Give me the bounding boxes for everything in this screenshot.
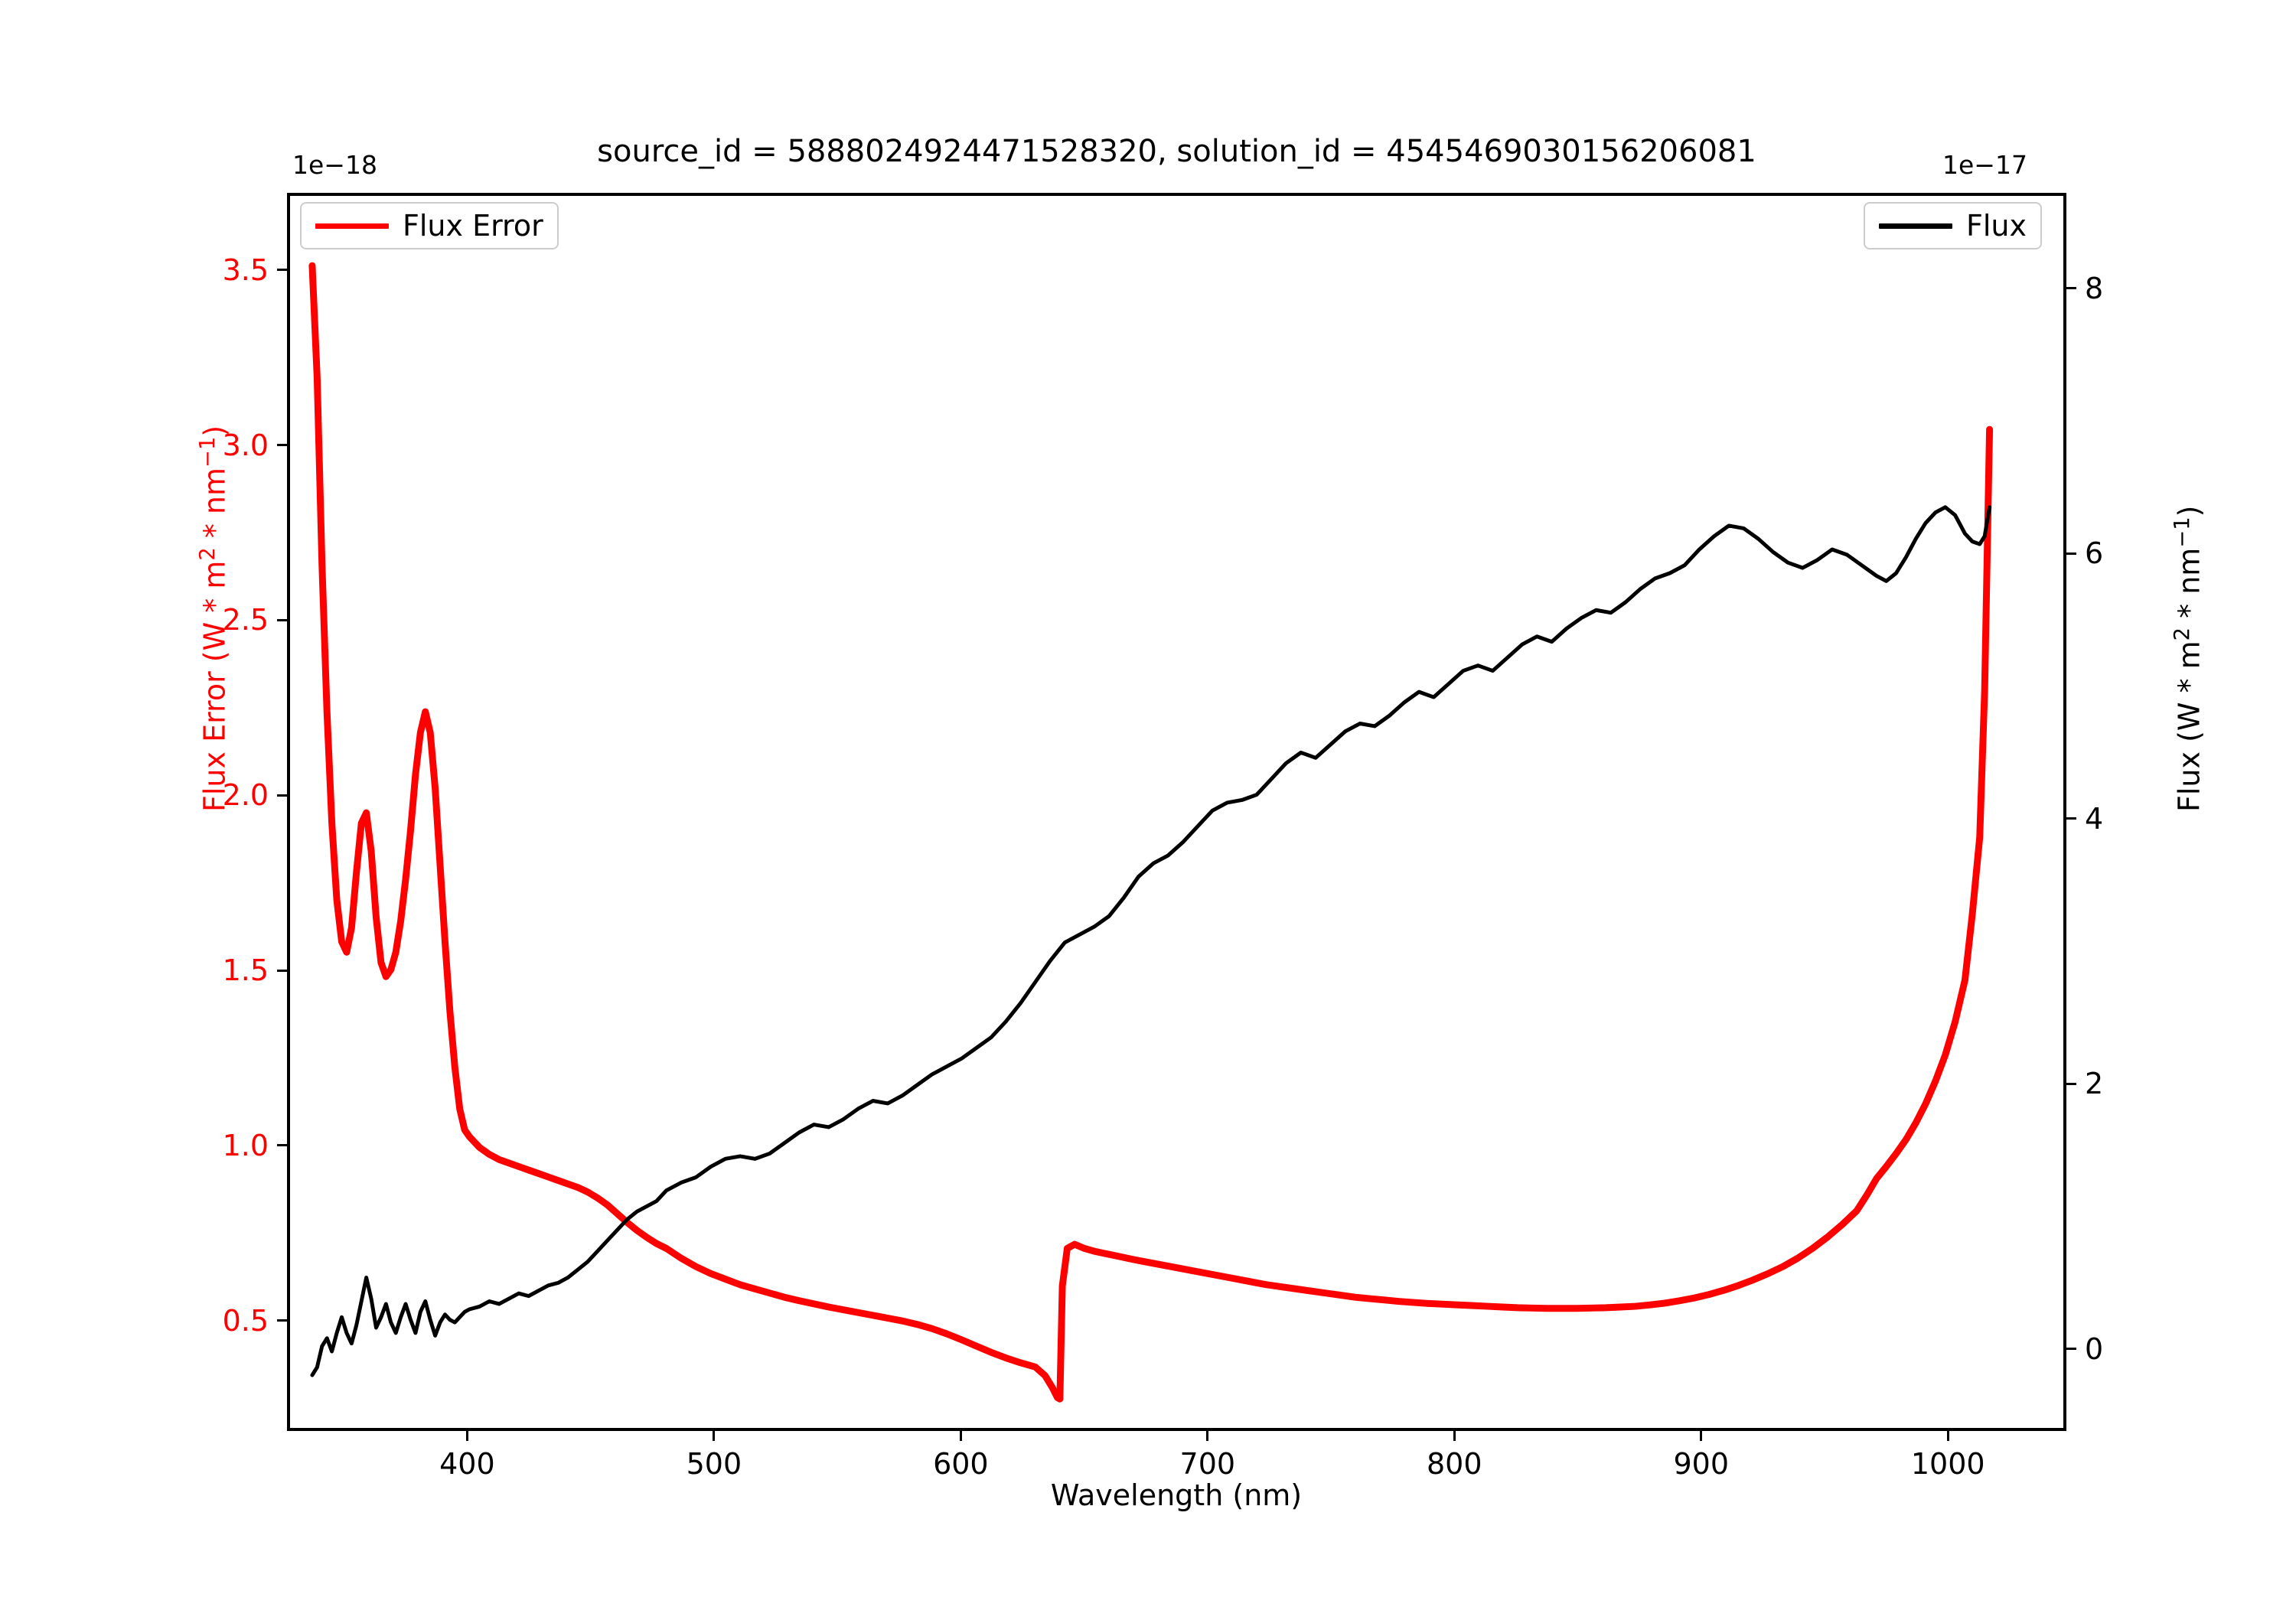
right-y-axis-title-main: Flux (W * m — [2172, 641, 2206, 812]
series-line-flux-error — [308, 262, 1994, 1403]
right-y-tick-mark — [2066, 1082, 2076, 1085]
right-y-tick-label: 2 — [2085, 1067, 2104, 1101]
left-axis-offset-text: 1e−18 — [292, 150, 377, 180]
chart-plot-svg — [308, 262, 1994, 1403]
x-axis-title: Wavelength (nm) — [1050, 1478, 1303, 1512]
chart-title: source_id = 5888024924471528320, solutio… — [597, 134, 1756, 169]
left-y-tick-label: 1.5 — [222, 953, 269, 988]
x-tick-label: 400 — [439, 1447, 495, 1481]
x-tick-label: 1000 — [1910, 1447, 1985, 1481]
legend-flux[interactable]: Flux — [1864, 202, 2042, 249]
right-y-tick-label: 0 — [2085, 1332, 2104, 1366]
right-y-tick-label: 6 — [2085, 536, 2104, 571]
left-y-tick-label: 1.0 — [222, 1128, 269, 1162]
x-tick-mark — [1700, 1431, 1703, 1441]
left-y-tick-mark — [277, 444, 287, 447]
left-y-axis-title: Flux Error (W * m2 * nm−1) — [196, 425, 232, 812]
left-y-tick-label: 0.5 — [222, 1303, 269, 1338]
left-y-axis-title-sup2: −1 — [196, 436, 220, 468]
x-tick-label: 600 — [933, 1447, 989, 1481]
left-y-tick-label: 3.0 — [222, 428, 269, 462]
right-y-tick-label: 8 — [2085, 271, 2104, 305]
left-y-tick-label: 2.0 — [222, 778, 269, 813]
right-y-axis-title-end: ) — [2172, 505, 2206, 517]
legend-line-swatch-flux-error — [315, 223, 389, 229]
x-tick-mark — [959, 1431, 962, 1441]
right-y-tick-mark — [2066, 1348, 2076, 1351]
right-y-tick-mark — [2066, 287, 2076, 290]
legend-label-flux: Flux — [1966, 209, 2027, 243]
right-y-axis-title-sup1: 2 — [2170, 627, 2194, 641]
x-tick-label: 800 — [1427, 1447, 1482, 1481]
left-y-tick-label: 3.5 — [222, 253, 269, 287]
right-axis-offset-text: 1e−17 — [1942, 150, 2027, 180]
x-tick-mark — [1946, 1431, 1949, 1441]
right-y-axis-title: Flux (W * m2 * nm−1) — [2170, 505, 2206, 813]
left-y-tick-mark — [277, 1144, 287, 1147]
plot-area — [287, 193, 2066, 1431]
left-y-tick-mark — [277, 618, 287, 621]
x-tick-label: 500 — [686, 1447, 742, 1481]
series-line-flux — [310, 505, 1992, 1377]
left-y-axis-title-main: Flux Error (W * m — [197, 560, 232, 812]
right-y-axis-title-sup2: −1 — [2170, 517, 2194, 548]
legend-line-swatch-flux — [1879, 223, 1952, 229]
x-tick-mark — [713, 1431, 716, 1441]
left-y-tick-mark — [277, 269, 287, 272]
x-tick-mark — [1206, 1431, 1209, 1441]
right-y-tick-label: 4 — [2085, 801, 2104, 836]
x-tick-label: 700 — [1179, 1447, 1236, 1481]
left-y-axis-title-mid: * nm — [197, 467, 232, 548]
right-y-tick-mark — [2066, 817, 2076, 820]
legend-flux-error[interactable]: Flux Error — [300, 202, 559, 249]
left-y-tick-label: 2.5 — [222, 603, 269, 637]
left-y-axis-title-end: ) — [197, 425, 232, 437]
right-y-tick-mark — [2066, 552, 2076, 555]
legend-label-flux-error: Flux Error — [403, 209, 543, 243]
x-tick-mark — [465, 1431, 468, 1441]
left-y-tick-mark — [277, 794, 287, 797]
left-y-axis-title-sup1: 2 — [196, 547, 220, 561]
left-y-tick-mark — [277, 969, 287, 972]
x-tick-mark — [1453, 1431, 1456, 1441]
right-y-axis-title-mid: * nm — [2172, 547, 2206, 627]
left-y-tick-mark — [277, 1319, 287, 1322]
x-tick-label: 900 — [1673, 1447, 1729, 1481]
